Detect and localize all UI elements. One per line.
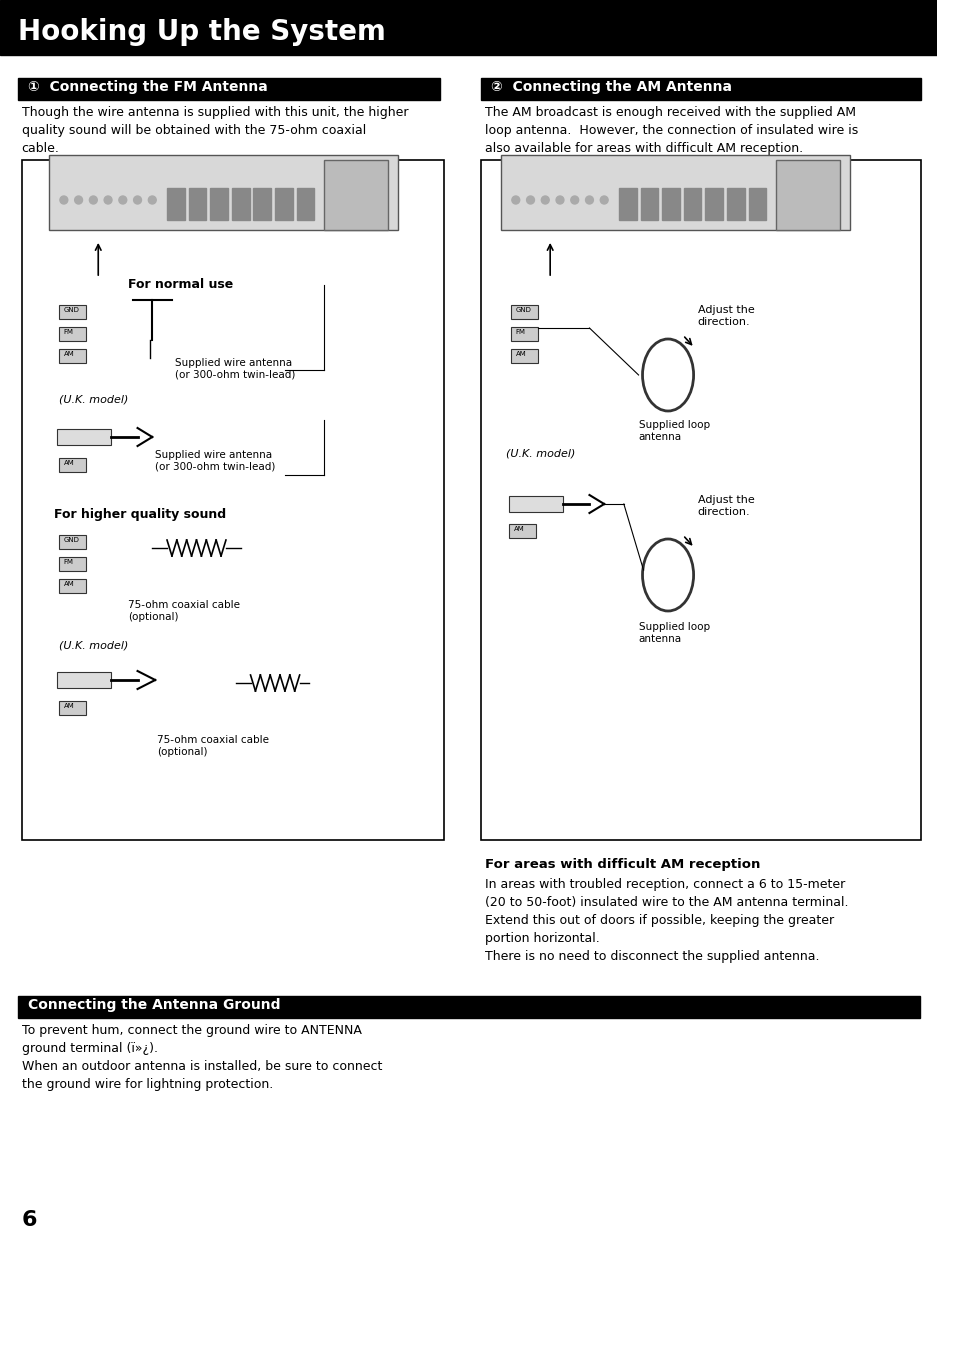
Bar — [618, 188, 636, 219]
Bar — [726, 188, 744, 219]
Text: 75-ohm coaxial cable
(optional): 75-ohm coaxial cable (optional) — [128, 600, 239, 621]
Bar — [22, 160, 443, 840]
Bar — [59, 304, 87, 319]
Bar — [639, 188, 658, 219]
Text: GND: GND — [64, 307, 80, 313]
Text: 75-ohm coaxial cable
(optional): 75-ohm coaxial cable (optional) — [157, 735, 269, 757]
Circle shape — [90, 196, 97, 204]
Circle shape — [74, 196, 83, 204]
Bar — [59, 557, 87, 570]
Text: FM: FM — [64, 559, 73, 565]
Bar — [508, 524, 536, 537]
Bar — [481, 78, 920, 100]
Text: GND: GND — [64, 537, 80, 543]
Text: (U.K. model): (U.K. model) — [59, 640, 129, 650]
Bar — [210, 188, 228, 219]
Bar — [511, 328, 537, 341]
Text: AM: AM — [514, 526, 524, 532]
Bar — [57, 672, 111, 688]
Bar — [59, 535, 87, 548]
Bar — [661, 188, 679, 219]
Text: Supplied wire antenna
(or 300-ohm twin-lead): Supplied wire antenna (or 300-ohm twin-l… — [155, 450, 275, 472]
Text: Supplied loop
antenna: Supplied loop antenna — [638, 420, 709, 441]
Text: (U.K. model): (U.K. model) — [59, 395, 129, 404]
Text: 6: 6 — [22, 1211, 37, 1230]
Text: ①  Connecting the FM Antenna: ① Connecting the FM Antenna — [28, 80, 267, 95]
Text: Adjust the
direction.: Adjust the direction. — [697, 304, 754, 326]
Text: Hooking Up the System: Hooking Up the System — [18, 18, 385, 47]
Bar — [59, 701, 87, 716]
Bar — [0, 0, 936, 55]
Bar — [59, 350, 87, 363]
Text: Adjust the
direction.: Adjust the direction. — [697, 495, 754, 517]
Bar — [57, 429, 111, 446]
Bar — [511, 304, 537, 319]
Circle shape — [104, 196, 112, 204]
Text: Supplied wire antenna
(or 300-ohm twin-lead): Supplied wire antenna (or 300-ohm twin-l… — [174, 358, 294, 380]
Circle shape — [599, 196, 607, 204]
Circle shape — [133, 196, 141, 204]
Bar — [18, 78, 439, 100]
Bar — [167, 188, 185, 219]
Bar — [189, 188, 206, 219]
Text: GND: GND — [516, 307, 531, 313]
Bar — [49, 155, 397, 230]
Text: Connecting the Antenna Ground: Connecting the Antenna Ground — [28, 998, 280, 1012]
Bar — [511, 350, 537, 363]
Bar — [59, 458, 87, 472]
Circle shape — [556, 196, 563, 204]
Circle shape — [60, 196, 68, 204]
Circle shape — [540, 196, 549, 204]
Bar — [296, 188, 314, 219]
Text: For higher quality sound: For higher quality sound — [54, 509, 226, 521]
Text: AM: AM — [516, 351, 526, 356]
Text: To prevent hum, connect the ground wire to ANTENNA
ground terminal (ï»¿).
When a: To prevent hum, connect the ground wire … — [22, 1024, 381, 1091]
Circle shape — [119, 196, 127, 204]
Bar — [508, 496, 562, 511]
Circle shape — [570, 196, 578, 204]
Circle shape — [149, 196, 156, 204]
Text: The AM broadcast is enough received with the supplied AM
loop antenna.  However,: The AM broadcast is enough received with… — [485, 106, 858, 155]
Circle shape — [585, 196, 593, 204]
Text: AM: AM — [64, 703, 74, 709]
Bar — [18, 995, 919, 1019]
Text: ②  Connecting the AM Antenna: ② Connecting the AM Antenna — [491, 80, 732, 95]
Circle shape — [512, 196, 519, 204]
Text: (U.K. model): (U.K. model) — [505, 448, 575, 458]
Text: Though the wire antenna is supplied with this unit, the higher
quality sound wil: Though the wire antenna is supplied with… — [22, 106, 408, 155]
Bar — [683, 188, 700, 219]
Bar — [274, 188, 293, 219]
Text: Supplied loop
antenna: Supplied loop antenna — [638, 622, 709, 643]
Text: In areas with troubled reception, connect a 6 to 15-meter
(20 to 50-foot) insula: In areas with troubled reception, connec… — [485, 877, 848, 962]
Text: AM: AM — [64, 351, 74, 356]
Bar — [748, 188, 765, 219]
Text: AM: AM — [64, 581, 74, 587]
Bar — [481, 160, 920, 840]
Text: FM: FM — [516, 329, 525, 335]
Text: For areas with difficult AM reception: For areas with difficult AM reception — [485, 858, 760, 871]
Bar — [253, 188, 271, 219]
Bar — [59, 328, 87, 341]
Bar — [59, 579, 87, 594]
Circle shape — [526, 196, 534, 204]
Bar — [776, 160, 839, 230]
Bar — [232, 188, 250, 219]
Text: For normal use: For normal use — [128, 278, 233, 291]
Bar — [324, 160, 388, 230]
Bar — [500, 155, 849, 230]
Text: AM: AM — [64, 461, 74, 466]
Bar — [704, 188, 722, 219]
Text: FM: FM — [64, 329, 73, 335]
